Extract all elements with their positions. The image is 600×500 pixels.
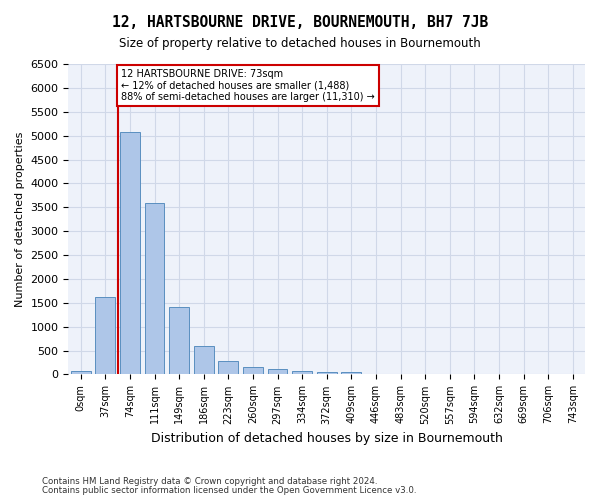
Y-axis label: Number of detached properties: Number of detached properties xyxy=(15,132,25,307)
Bar xyxy=(169,306,189,374)
Bar xyxy=(120,132,140,374)
Text: 12, HARTSBOURNE DRIVE, BOURNEMOUTH, BH7 7JB: 12, HARTSBOURNE DRIVE, BOURNEMOUTH, BH7 … xyxy=(112,15,488,30)
Bar xyxy=(194,346,214,374)
Bar xyxy=(145,202,164,374)
Bar xyxy=(95,296,115,374)
Text: Size of property relative to detached houses in Bournemouth: Size of property relative to detached ho… xyxy=(119,38,481,51)
Text: Contains HM Land Registry data © Crown copyright and database right 2024.: Contains HM Land Registry data © Crown c… xyxy=(42,477,377,486)
Bar xyxy=(317,372,337,374)
X-axis label: Distribution of detached houses by size in Bournemouth: Distribution of detached houses by size … xyxy=(151,432,503,445)
Text: 12 HARTSBOURNE DRIVE: 73sqm
← 12% of detached houses are smaller (1,488)
88% of : 12 HARTSBOURNE DRIVE: 73sqm ← 12% of det… xyxy=(121,69,375,102)
Bar xyxy=(71,371,91,374)
Text: Contains public sector information licensed under the Open Government Licence v3: Contains public sector information licen… xyxy=(42,486,416,495)
Bar xyxy=(292,370,312,374)
Bar xyxy=(243,368,263,374)
Bar xyxy=(218,360,238,374)
Bar xyxy=(268,369,287,374)
Bar xyxy=(341,372,361,374)
